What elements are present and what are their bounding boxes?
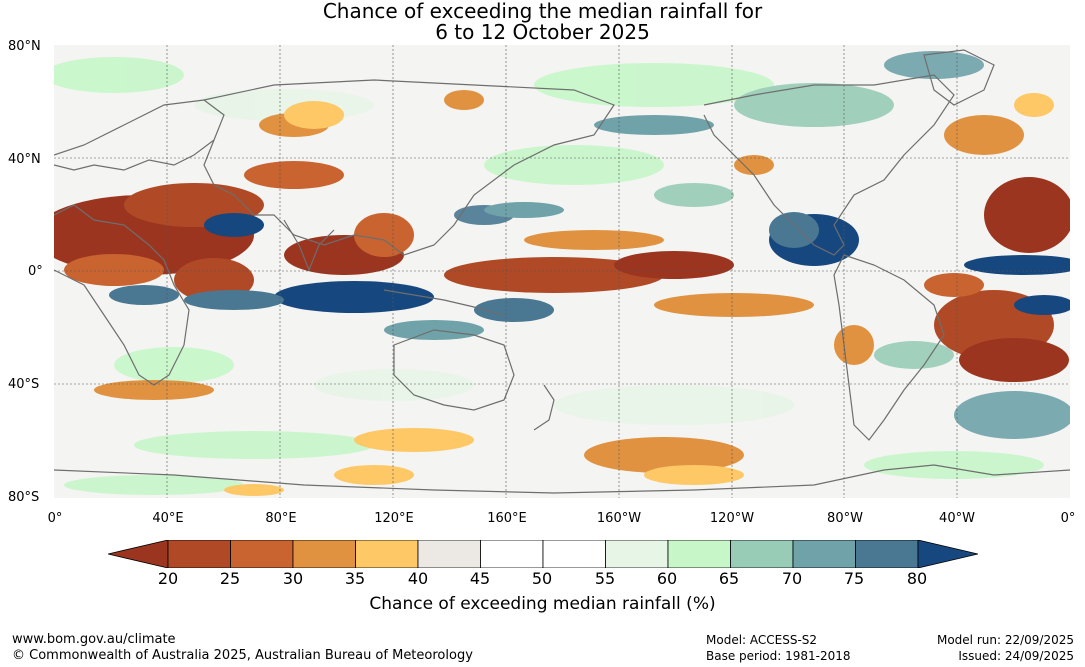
lat-label-80s: 80°S xyxy=(8,490,40,505)
lon-label-0-east: 0° xyxy=(1060,511,1076,526)
colorbar-title: Chance of exceeding median rainfall (%) xyxy=(369,594,716,614)
colorbar-tick-80: 80 xyxy=(906,569,928,588)
colorbar-segment xyxy=(480,540,544,568)
dry-anomaly-regions xyxy=(54,90,1070,496)
lat-label-40s: 40°S xyxy=(8,377,40,392)
coastlines xyxy=(54,49,1070,494)
lon-label-120w: 120°W xyxy=(709,511,755,526)
colorbar-tick-55: 55 xyxy=(594,569,616,588)
lon-label-40w: 40°W xyxy=(939,511,975,526)
colorbar-tick-65: 65 xyxy=(718,569,740,588)
lat-label-80n: 80°N xyxy=(8,39,41,54)
lon-label-80e: 80°E xyxy=(265,511,297,526)
lon-label-80w: 80°W xyxy=(827,511,863,526)
colorbar-tick-30: 30 xyxy=(282,569,304,588)
map-title-line-2: 6 to 12 October 2025 xyxy=(435,20,650,44)
colorbar-tick-70: 70 xyxy=(781,569,803,588)
colorbar-extend-low xyxy=(108,540,169,568)
colorbar-segment xyxy=(292,540,356,568)
colorbar-segment xyxy=(417,540,481,568)
map-title-line-1: Chance of exceeding the median rainfall … xyxy=(322,0,763,23)
colorbar-tick-60: 60 xyxy=(656,569,678,588)
lon-label-40e: 40°E xyxy=(152,511,184,526)
map-gridlines xyxy=(54,45,1070,498)
lon-label-160e: 160°E xyxy=(487,511,527,526)
lat-label-40n: 40°N xyxy=(8,152,41,167)
colorbar-tick-50: 50 xyxy=(531,569,553,588)
lon-label-0: 0° xyxy=(47,511,63,526)
lat-label-equator: 0° xyxy=(28,264,43,279)
lon-label-120e: 120°E xyxy=(374,511,414,526)
colorbar-segment xyxy=(730,540,794,568)
colorbar-tick-20: 20 xyxy=(157,569,179,588)
colorbar-segment xyxy=(667,540,731,568)
footer-issued: Issued: 24/09/2025 xyxy=(958,649,1074,663)
colorbar-tick-40: 40 xyxy=(407,569,429,588)
footer-base-period: Base period: 1981-2018 xyxy=(706,649,851,663)
colorbar-extend-high xyxy=(917,540,978,568)
rainfall-map-graphic xyxy=(54,45,1070,498)
colorbar-segment xyxy=(230,540,294,568)
colorbar-segment xyxy=(855,540,919,568)
footer-model: Model: ACCESS-S2 xyxy=(706,633,818,647)
lon-label-160w: 160°W xyxy=(596,511,642,526)
colorbar-segment xyxy=(605,540,669,568)
colorbar-tick-35: 35 xyxy=(344,569,366,588)
rainfall-map xyxy=(54,45,1070,498)
colorbar-tick-45: 45 xyxy=(469,569,491,588)
footer-website: www.bom.gov.au/climate xyxy=(12,632,176,647)
footer-copyright: © Commonwealth of Australia 2025, Austra… xyxy=(12,648,473,663)
colorbar-segment xyxy=(792,540,856,568)
colorbar-segment xyxy=(542,540,606,568)
colorbar-tick-75: 75 xyxy=(843,569,865,588)
colorbar-segment xyxy=(167,540,231,568)
colorbar-segment xyxy=(355,540,419,568)
colorbar-tick-25: 25 xyxy=(219,569,241,588)
colorbar xyxy=(108,540,978,568)
footer-model-run: Model run: 22/09/2025 xyxy=(936,633,1074,647)
